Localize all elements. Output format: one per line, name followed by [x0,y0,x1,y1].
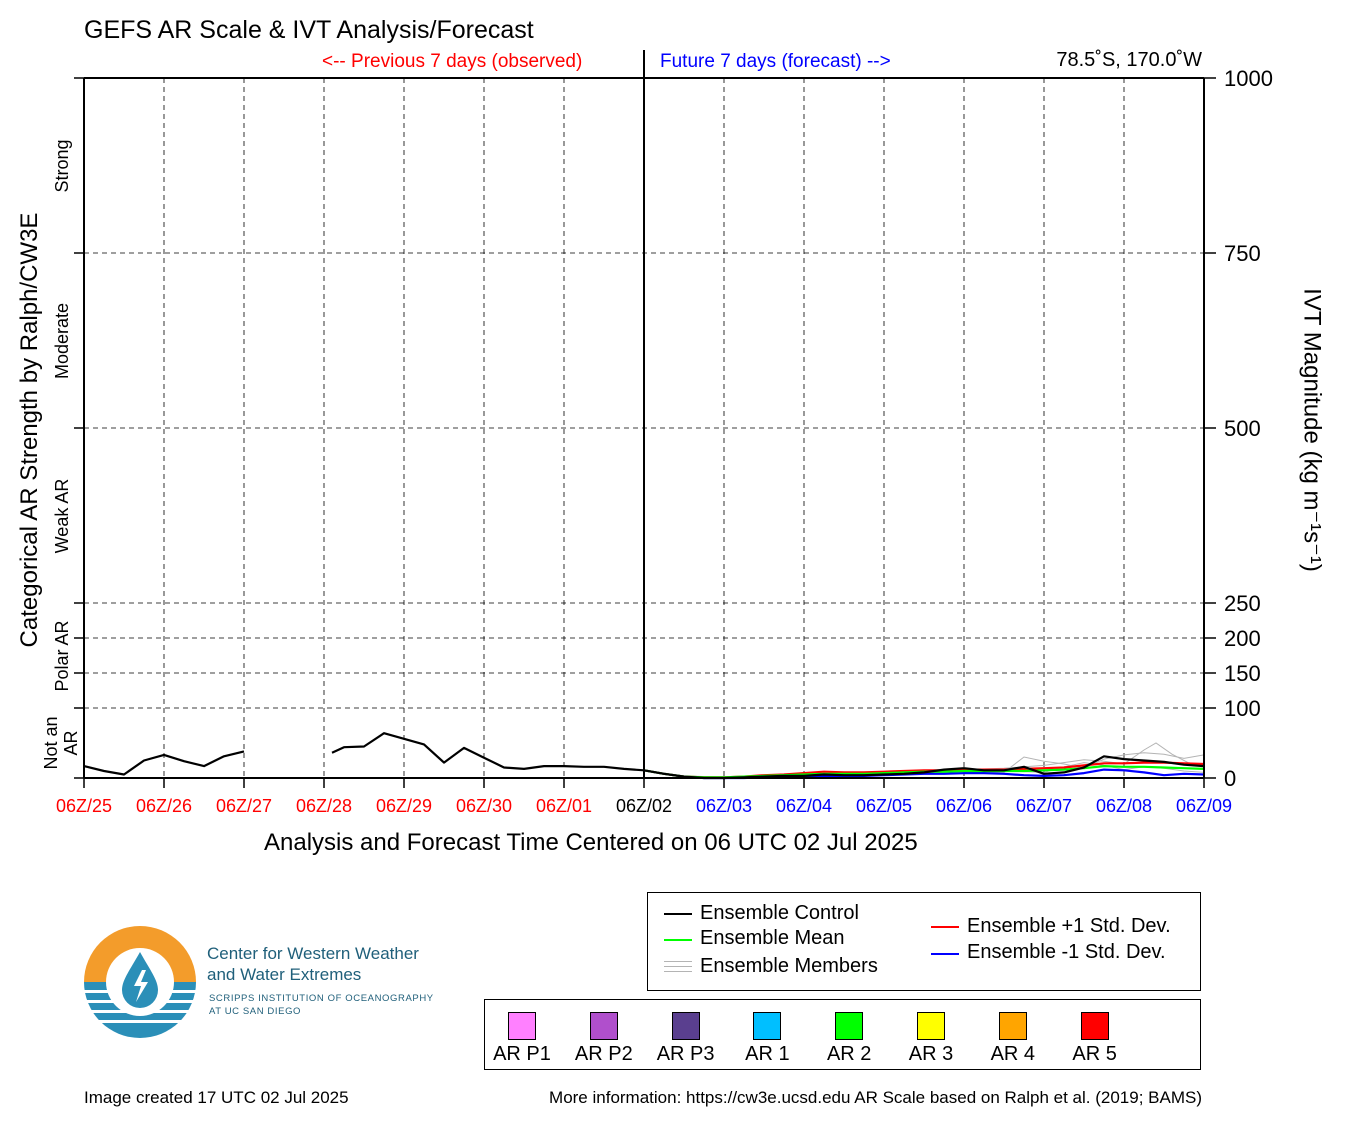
y-tick-label: 150 [1224,661,1261,686]
legend-swatch-minus-std [931,953,959,955]
ar-scale-swatch [835,1012,864,1040]
category-label: Weak AR [52,478,72,553]
ar-scale-item: AR P3 [646,1012,726,1066]
ar-scale-label: AR 1 [745,1043,790,1065]
legend-label-members: Ensemble Members [700,955,878,977]
x-tick-label: 06Z/02 [616,796,672,816]
x-tick-label: 06Z/07 [1016,796,1072,816]
category-label: Not an AR [41,716,81,770]
x-tick-label: 06Z/30 [456,796,512,816]
ar-scale-swatch [508,1012,536,1040]
x-tick-label: 06Z/26 [136,796,192,816]
ar-scale-item: AR 5 [1055,1012,1135,1066]
ar-scale-label: AR 2 [826,1043,872,1065]
axis-layer [74,50,1216,788]
x-tick-label: 06Z/09 [1176,796,1232,816]
legend-label-minus-std: Ensemble -1 Std. Dev. [967,941,1166,963]
legend-label-control: Ensemble Control [700,902,859,924]
category-label: Moderate [52,302,72,379]
ar-scale-swatch [589,1012,618,1040]
x-tick-label: 06Z/29 [376,796,432,816]
x-axis-title: Analysis and Forecast Time Centered on 0… [264,829,918,856]
legend-label-plus-std: Ensemble +1 Std. Dev. [967,915,1171,937]
y-tick-label: 100 [1224,696,1261,721]
y-tick-label: 200 [1224,626,1261,651]
ar-scale-label: AR P3 [656,1043,715,1065]
y-tick-label: 250 [1224,591,1261,616]
org-name-line-2: and Water Extremes [207,965,362,984]
x-tick-label: 06Z/25 [56,796,112,816]
y-tick-label: 1000 [1224,66,1273,91]
y-tick-label: 500 [1224,416,1261,441]
cw3e-logo-icon [84,926,196,1038]
ar-scale-label: AR 5 [1072,1043,1117,1065]
x-tick-label: 06Z/06 [936,796,992,816]
x-tick-label: 06Z/03 [696,796,752,816]
org-name-line-1: Center for Western Weather [207,944,419,963]
ar-scale-item: AR 3 [891,1012,971,1066]
right-axis-title: IVT Magnitude (kg m⁻¹s⁻¹) [1298,288,1326,572]
footer-created: Image created 17 UTC 02 Jul 2025 [84,1088,349,1107]
x-tick-label: 06Z/27 [216,796,272,816]
ar-scale-legend: AR P1 AR P2 AR P3 AR 1 AR 2 AR 3 AR 4 AR 5 [484,999,1201,1070]
series-line-ensemble-control [331,732,1205,780]
legend-swatch-members [664,959,692,973]
ar-scale-item: AR 1 [727,1012,807,1066]
ar-scale-swatch [753,1012,782,1040]
ivt-chart: 06Z/25 06Z/26 06Z/27 06Z/28 06Z/29 06Z/30 06Z/… [56,50,1273,816]
ar-scale-swatch [1080,1012,1109,1040]
ar-scale-label: AR 4 [990,1043,1036,1065]
legend-swatch-control [664,913,692,915]
legend-swatch-plus-std [931,926,959,928]
org-subtitle-line-2: AT UC SAN DIEGO [209,1006,302,1017]
ar-scale-swatch [998,1012,1027,1040]
left-axis-title: Categorical AR Strength by Ralph/CW3E [16,212,43,648]
org-subtitle-line-1: SCRIPPS INSTITUTION OF OCEANOGRAPHY [209,993,434,1004]
y-tick-label: 0 [1224,766,1236,791]
series-line-ensemble-control [83,750,245,776]
ar-scale-swatch [917,1012,945,1040]
ar-scale-label: AR P1 [493,1043,551,1065]
chart-title: GEFS AR Scale & IVT Analysis/Forecast [84,16,534,44]
ar-scale-item: AR 4 [973,1012,1053,1066]
previous-days-label: <-- Previous 7 days (observed) [322,51,583,72]
ar-scale-item: AR P2 [564,1012,644,1066]
x-tick-label: 06Z/01 [536,796,592,816]
legend-swatch-mean [664,939,692,941]
location-label: 78.5˚S, 170.0˚W [1056,49,1202,71]
ar-scale-label: AR P2 [574,1043,633,1065]
tick-label-layer: 06Z/25 06Z/26 06Z/27 06Z/28 06Z/29 06Z/30 06Z/… [56,66,1273,816]
x-tick-label: 06Z/08 [1096,796,1152,816]
ar-scale-item: AR P1 [482,1012,562,1066]
legend-label-mean: Ensemble Mean [700,927,845,949]
ar-scale-swatch [671,1012,700,1040]
future-days-label: Future 7 days (forecast) --> [660,51,891,72]
cw3e-logo [84,926,196,1038]
footer-info: More information: https://cw3e.ucsd.edu … [549,1088,1202,1107]
x-tick-label: 06Z/05 [856,796,912,816]
category-label: Polar AR [52,619,72,692]
ar-scale-label: AR 3 [908,1043,954,1065]
category-label: Strong [52,138,72,193]
x-tick-label: 06Z/28 [296,796,352,816]
series-legend: Ensemble Control Ensemble Mean Ensemble … [647,892,1201,991]
x-tick-label: 06Z/04 [776,796,832,816]
ar-scale-item: AR 2 [809,1012,889,1066]
y-tick-label: 750 [1224,241,1261,266]
